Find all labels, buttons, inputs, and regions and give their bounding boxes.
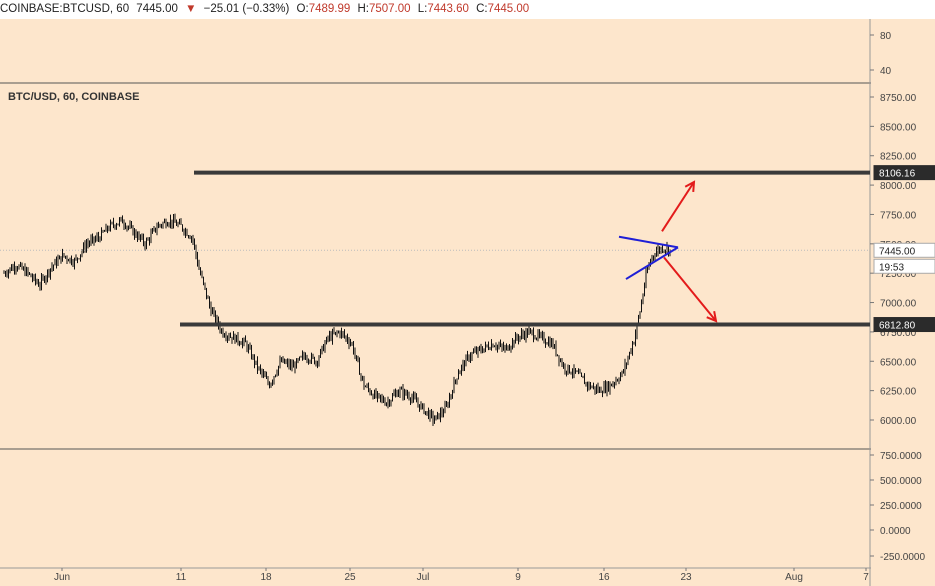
- symbol-header: COINBASE:BTCUSD, 60 7445.00 ▼ −25.01 (−0…: [0, 0, 935, 19]
- x-tick-label: 11: [176, 572, 187, 583]
- price-tick-label: 8250.00: [880, 152, 917, 163]
- arrow-down-shaft: [663, 256, 717, 322]
- bottom-pane-tick-label: 750.0000: [880, 451, 922, 462]
- price-badge-label: 8106.16: [879, 169, 916, 180]
- bottom-pane-tick-label: 0.0000: [880, 526, 911, 537]
- chart-title: BTC/USD, 60, COINBASE: [8, 91, 140, 103]
- close-label: C:: [476, 3, 488, 15]
- price-badge-label: 7445.00: [879, 246, 916, 257]
- price-badge: [873, 317, 935, 333]
- triangle-upper-line: [618, 235, 679, 249]
- price-tick-label: 6750.00: [880, 328, 917, 339]
- low-label: L:: [417, 3, 428, 15]
- price-badge-label: 19:53: [879, 262, 904, 273]
- x-tick-label: 7: [863, 572, 869, 583]
- price-tick-label: 6500.00: [880, 357, 917, 368]
- top-pane-tick-label: 40: [880, 66, 892, 77]
- price-tick-label: 6000.00: [880, 416, 917, 427]
- bottom-pane-tick-label: 250.0000: [880, 501, 922, 512]
- candles-group: [3, 213, 671, 427]
- close-value: 7445.00: [487, 3, 530, 15]
- price-tick-label: 8000.00: [880, 181, 917, 192]
- x-tick-label: Jul: [417, 572, 430, 583]
- x-tick-label: Aug: [785, 572, 803, 583]
- bottom-pane-tick-label: -250.0000: [880, 552, 925, 563]
- triangle-lower-line: [625, 246, 679, 280]
- high-label: H:: [357, 3, 369, 15]
- arrow-down-head: [706, 310, 718, 323]
- open-label: O:: [296, 3, 309, 15]
- x-tick-label: 18: [260, 572, 272, 583]
- price-tick-label: 7000.00: [880, 299, 917, 310]
- price-axis-band: [871, 19, 935, 586]
- arrow-up-head: [684, 180, 696, 193]
- high-value: 7507.00: [368, 3, 411, 15]
- down-triangle-icon: ▼: [185, 3, 197, 15]
- price-tick-label: 7250.00: [880, 269, 917, 280]
- x-tick-label: 25: [344, 572, 356, 583]
- low-value: 7443.60: [427, 3, 469, 15]
- price-tick-label: 6250.00: [880, 387, 917, 398]
- open-value: 7489.99: [308, 3, 351, 15]
- price-tick-label: 8500.00: [880, 122, 917, 133]
- price-change: −25.01 (−0.33%): [203, 3, 290, 15]
- price-badge: [873, 242, 935, 258]
- top-pane-tick-label: 80: [880, 31, 892, 42]
- price-tick-label: 8750.00: [880, 93, 917, 104]
- price-badge: [873, 258, 935, 274]
- x-tick-label: 9: [515, 572, 521, 583]
- symbol-label[interactable]: COINBASE:BTCUSD, 60: [0, 3, 130, 15]
- last-price: 7445.00: [136, 3, 178, 15]
- x-tick-label: Jun: [54, 572, 70, 583]
- price-badge-label: 6812.80: [879, 321, 916, 332]
- price-badge: [873, 165, 935, 181]
- x-tick-label: 16: [598, 572, 610, 583]
- arrow-up-shaft: [661, 181, 695, 232]
- x-tick-label: 23: [680, 572, 692, 583]
- price-tick-label: 7750.00: [880, 210, 917, 221]
- bottom-pane-tick-label: 500.0000: [880, 476, 922, 487]
